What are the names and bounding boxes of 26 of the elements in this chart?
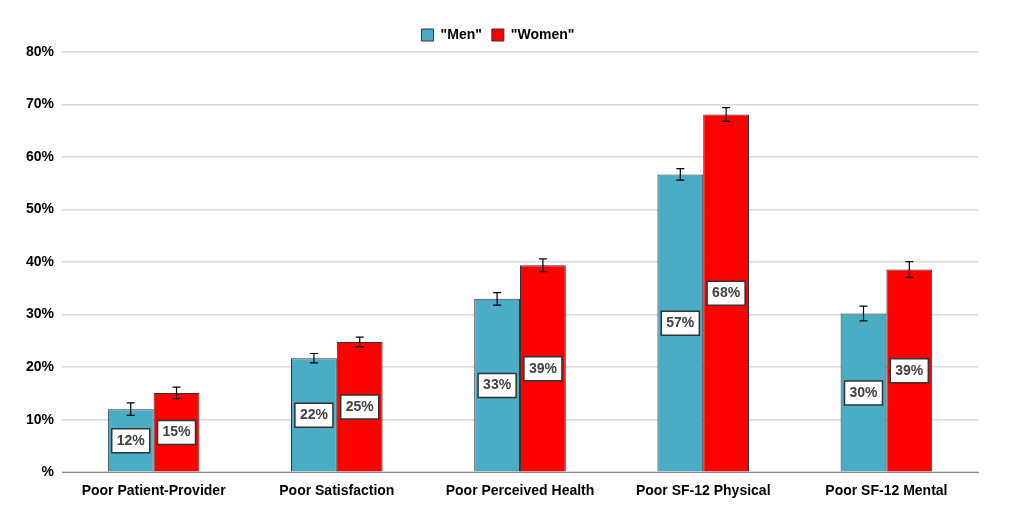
data-label: 12% bbox=[116, 431, 146, 448]
y-tick-label: % bbox=[41, 463, 55, 480]
legend-label: "Men" bbox=[440, 25, 482, 42]
x-tick-label: Poor Satisfaction bbox=[279, 482, 395, 499]
y-tick-label: 40% bbox=[25, 252, 55, 269]
data-label: 57% bbox=[666, 314, 695, 331]
data-label: 33% bbox=[483, 376, 512, 393]
data-label: 30% bbox=[849, 383, 879, 400]
data-label: 15% bbox=[162, 423, 192, 440]
y-tick-label: 30% bbox=[25, 305, 55, 322]
x-tick-label: Poor SF-12 Physical bbox=[635, 482, 771, 499]
data-label: 68% bbox=[712, 284, 741, 301]
y-tick-label: 50% bbox=[25, 200, 55, 217]
data-label: 39% bbox=[528, 359, 558, 376]
x-tick-label: Poor Perceived Health bbox=[445, 482, 595, 499]
x-tick-label: Poor SF-12 Mental bbox=[825, 482, 948, 499]
legend-label: "Women" bbox=[510, 25, 575, 42]
data-label: 25% bbox=[345, 397, 375, 414]
data-label: 22% bbox=[299, 406, 329, 423]
y-tick-label: 60% bbox=[25, 147, 55, 164]
y-tick-label: 20% bbox=[25, 358, 55, 375]
data-label: 39% bbox=[895, 361, 924, 378]
x-tick-label: Poor Patient-Provider bbox=[81, 482, 227, 499]
y-tick-label: 10% bbox=[25, 410, 55, 427]
y-tick-label: 80% bbox=[25, 42, 55, 59]
y-tick-label: 70% bbox=[25, 95, 55, 112]
